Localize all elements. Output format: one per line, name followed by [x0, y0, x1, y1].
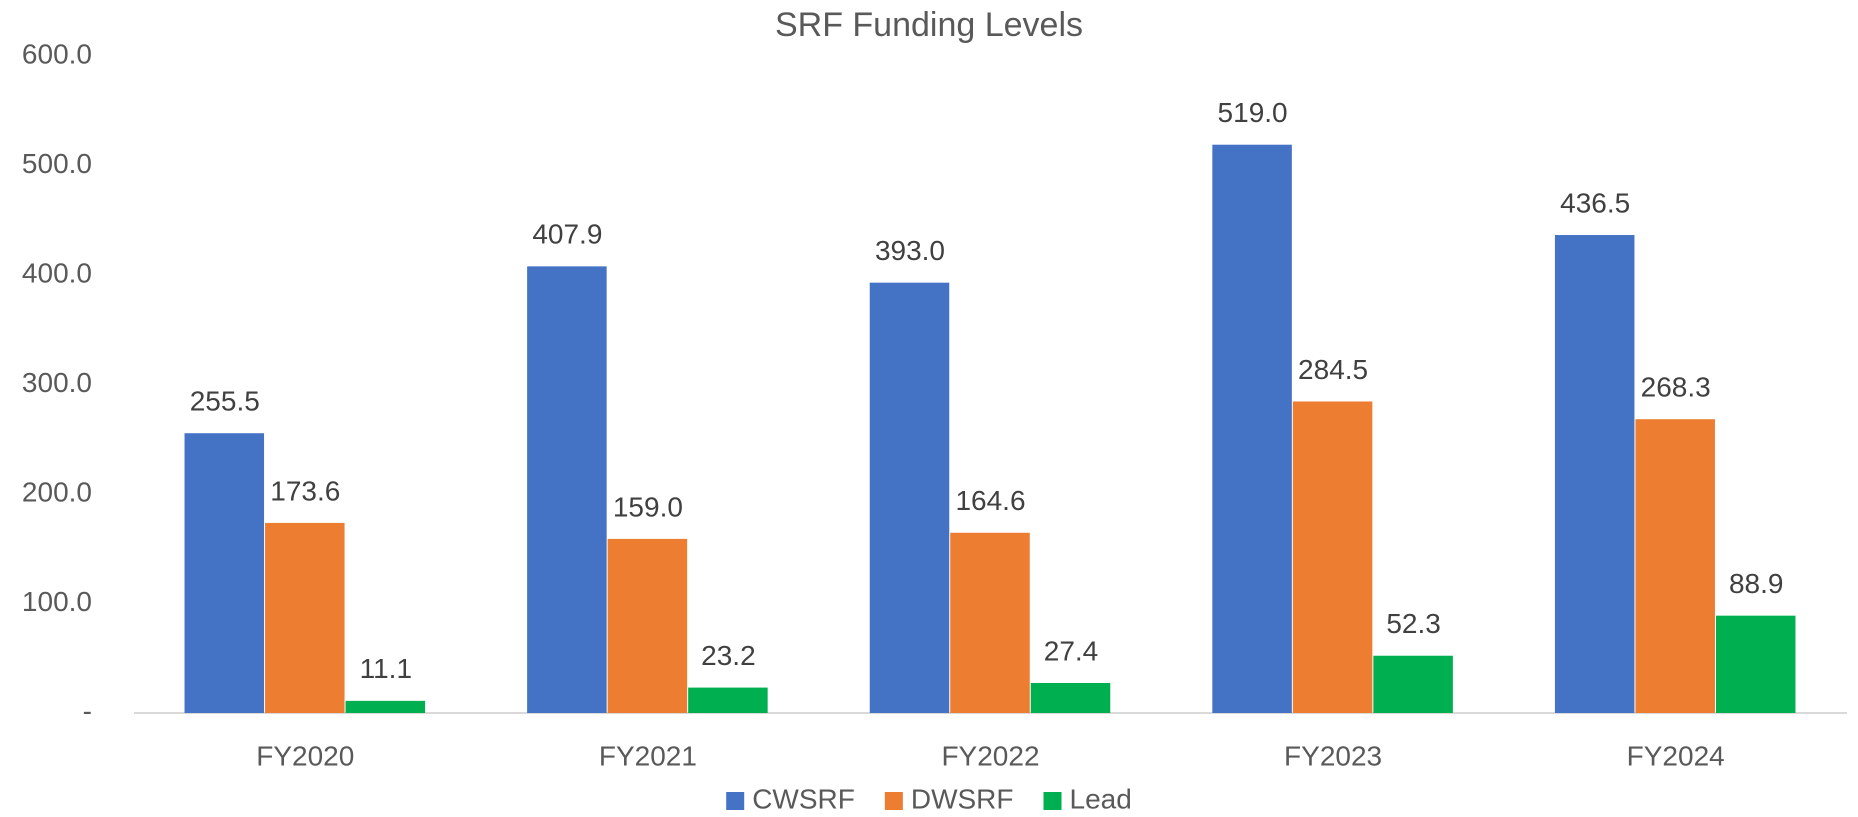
- data-label: 173.6: [270, 475, 340, 506]
- y-tick-label: -: [83, 695, 92, 726]
- y-tick-label: 400.0: [22, 257, 92, 288]
- bar: [1292, 401, 1373, 713]
- y-tick-label: 600.0: [22, 38, 92, 69]
- legend-swatch: [1043, 792, 1062, 810]
- x-tick-label: FY2022: [941, 740, 1039, 771]
- bar: [184, 433, 265, 713]
- bar: [1635, 419, 1715, 713]
- data-label: 27.4: [1044, 635, 1099, 666]
- bar: [1212, 144, 1292, 713]
- legend-swatch: [726, 792, 745, 810]
- bar: [688, 687, 768, 713]
- y-tick-label: 200.0: [22, 476, 92, 507]
- bar: [527, 266, 607, 713]
- data-label: 255.5: [190, 386, 260, 417]
- y-tick-label: 500.0: [22, 148, 92, 179]
- x-tick-label: FY2020: [256, 740, 354, 771]
- data-label: 52.3: [1386, 608, 1441, 639]
- x-tick-label: FY2021: [599, 740, 697, 771]
- legend-swatch: [884, 792, 903, 810]
- bar: [265, 522, 345, 713]
- data-label: 407.9: [532, 219, 602, 250]
- bar: [345, 700, 426, 713]
- legend-label: CWSRF: [752, 783, 855, 814]
- data-label: 436.5: [1560, 187, 1630, 218]
- y-tick-label: 300.0: [22, 367, 92, 398]
- data-label: 164.6: [955, 485, 1025, 516]
- bar: [607, 538, 688, 713]
- legend-label: Lead: [1070, 783, 1132, 814]
- data-label: 393.0: [875, 235, 945, 266]
- bar: [1373, 655, 1453, 713]
- data-label: 268.3: [1641, 372, 1711, 403]
- bar: [950, 532, 1030, 713]
- data-label: 11.1: [360, 653, 412, 684]
- data-label: 23.2: [701, 640, 756, 671]
- bar: [1030, 682, 1111, 713]
- bar: [1554, 235, 1635, 713]
- legend-label: DWSRF: [911, 783, 1014, 814]
- data-label: 284.5: [1298, 354, 1368, 385]
- x-tick-label: FY2023: [1284, 740, 1382, 771]
- data-label: 519.0: [1218, 97, 1288, 128]
- x-tick-label: FY2024: [1627, 740, 1725, 771]
- data-label: 88.9: [1729, 568, 1784, 599]
- bar: [869, 282, 950, 713]
- data-label: 159.0: [613, 491, 683, 522]
- bar: [1715, 615, 1796, 713]
- chart-title: SRF Funding Levels: [775, 6, 1083, 44]
- y-tick-label: 100.0: [22, 586, 92, 617]
